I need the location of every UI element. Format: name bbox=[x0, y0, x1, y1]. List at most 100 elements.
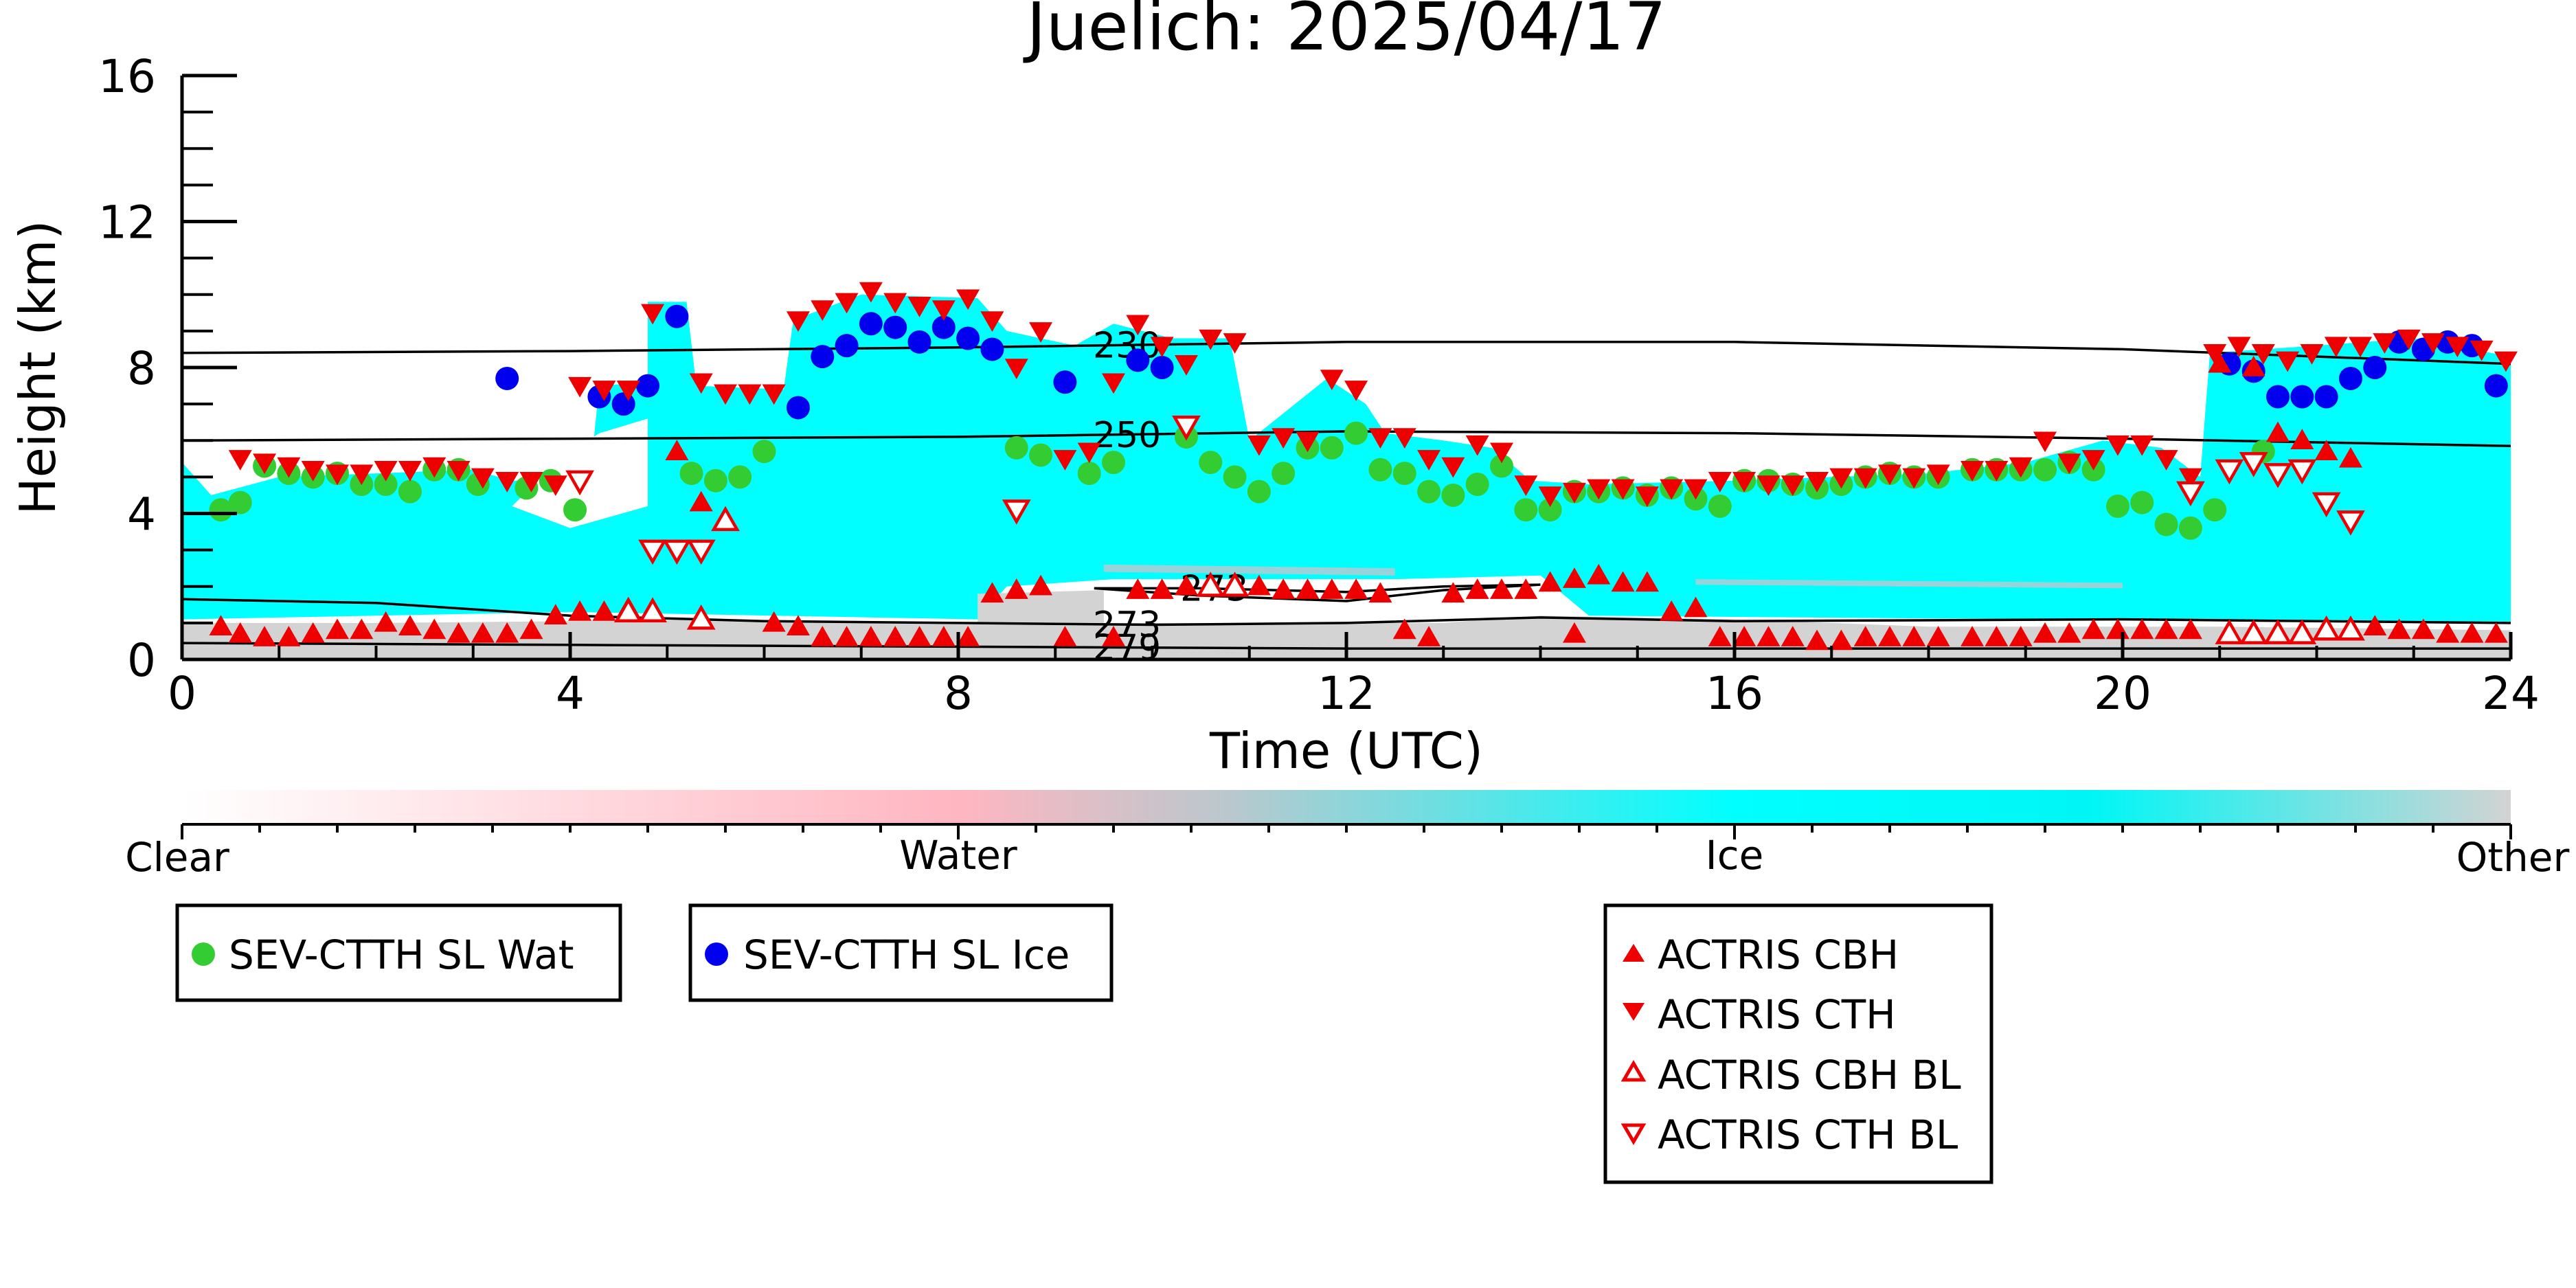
marker-actris-cbh bbox=[1684, 596, 1708, 618]
marker-actris-cth bbox=[1562, 482, 1586, 504]
marker-actris-cbh bbox=[2130, 618, 2154, 640]
marker-actris-cth bbox=[592, 381, 616, 401]
marker-actris-cbh-bl bbox=[1220, 572, 1250, 597]
marker-actris-cth bbox=[277, 457, 301, 478]
marker-actris-cth bbox=[2421, 333, 2445, 354]
marker-actris-cth bbox=[1805, 471, 1829, 493]
y-tick-label: 16 bbox=[98, 50, 156, 103]
marker-actris-cth bbox=[1053, 450, 1077, 471]
marker-actris-cbh bbox=[2057, 622, 2081, 643]
marker-actris-cbh bbox=[1781, 626, 1805, 646]
marker-actris-cth bbox=[301, 461, 325, 482]
marker-actris-cbh bbox=[665, 440, 689, 460]
marker-actris-cth-bl bbox=[1172, 416, 1201, 441]
marker-actris-cth bbox=[1587, 479, 1611, 500]
legend-marker-actris-cbh bbox=[1623, 944, 1645, 962]
marker-actris-cth bbox=[422, 457, 447, 478]
marker-actris-cbh bbox=[1392, 618, 1416, 640]
marker-actris-cth bbox=[641, 304, 665, 325]
water-band bbox=[1695, 579, 2123, 589]
marker-actris-cbh bbox=[1417, 626, 1441, 646]
marker-sev-ctth-sl-wat bbox=[1417, 479, 1441, 504]
legend-box-sev-wat: SEV-CTTH SL Wat bbox=[175, 903, 622, 1002]
marker-actris-cth bbox=[2349, 337, 2373, 358]
marker-actris-cbh bbox=[956, 626, 980, 646]
marker-sev-ctth-sl-wat bbox=[728, 465, 752, 489]
marker-actris-cth bbox=[2154, 450, 2178, 471]
legend-label-sev-ice: SEV-CTTH SL Ice bbox=[743, 931, 1070, 978]
marker-actris-cbh bbox=[1829, 629, 1853, 651]
marker-actris-cbh bbox=[2411, 618, 2435, 640]
marker-actris-cbh bbox=[1902, 626, 1926, 646]
marker-actris-cth bbox=[326, 464, 349, 486]
marker-actris-cth bbox=[1174, 354, 1198, 376]
marker-actris-cbh bbox=[301, 622, 325, 643]
marker-sev-ctth-sl-ice bbox=[931, 315, 956, 339]
y-tick-label: 12 bbox=[98, 196, 156, 249]
marker-actris-cbh bbox=[2009, 626, 2033, 646]
marker-actris-cbh bbox=[2208, 352, 2232, 373]
marker-actris-cbh bbox=[2436, 622, 2460, 643]
marker-sev-ctth-sl-wat bbox=[1004, 436, 1028, 460]
marker-actris-cbh bbox=[592, 600, 616, 621]
legend-label-actris-cth-bl: ACTRIS CTH BL bbox=[1658, 1111, 1958, 1158]
marker-sev-ctth-sl-wat bbox=[1077, 462, 1101, 486]
marker-sev-ctth-sl-ice bbox=[1126, 348, 1150, 372]
marker-actris-cbh bbox=[1635, 571, 1659, 592]
marker-actris-cth bbox=[1684, 479, 1708, 500]
marker-actris-cbh-bl bbox=[2215, 619, 2244, 644]
legend-box-actris: ACTRIS CBH ACTRIS CTH ACTRIS CBH BL ACTR… bbox=[1603, 903, 1993, 1184]
marker-sev-ctth-sl-ice bbox=[883, 315, 907, 339]
marker-actris-cbh bbox=[835, 626, 859, 646]
marker-sev-ctth-sl-ice bbox=[2338, 366, 2362, 390]
marker-actris-cth bbox=[1247, 435, 1271, 456]
marker-sev-ctth-sl-ice bbox=[1053, 370, 1077, 394]
marker-actris-cbh bbox=[1296, 578, 1320, 599]
x-tick-label: 8 bbox=[944, 667, 973, 720]
marker-actris-cbh bbox=[1985, 626, 2009, 646]
marker-sev-ctth-sl-ice bbox=[2484, 374, 2508, 398]
marker-sev-ctth-sl-wat bbox=[209, 498, 233, 522]
marker-sev-ctth-sl-wat bbox=[1029, 443, 1053, 467]
marker-actris-cbh bbox=[277, 626, 301, 646]
marker-actris-cbh bbox=[2154, 618, 2178, 640]
y-tick-label: 4 bbox=[127, 488, 156, 541]
marker-actris-cbh-bl bbox=[638, 597, 667, 622]
marker-actris-cth bbox=[2227, 337, 2251, 358]
x-tick-label: 16 bbox=[1706, 667, 1763, 720]
marker-actris-cbh bbox=[2178, 618, 2202, 640]
marker-actris-cth bbox=[786, 311, 810, 332]
marker-actris-cth bbox=[495, 471, 519, 493]
marker-sev-ctth-sl-wat bbox=[2178, 516, 2202, 540]
marker-actris-cth-bl bbox=[662, 539, 692, 565]
contour-line-273 bbox=[182, 598, 2511, 626]
marker-actris-cth bbox=[980, 311, 1004, 332]
marker-sev-ctth-sl-ice bbox=[636, 374, 659, 398]
marker-sev-ctth-sl-ice bbox=[495, 366, 519, 390]
marker-actris-cth bbox=[1320, 370, 1344, 390]
marker-actris-cth-bl bbox=[565, 470, 595, 496]
legend-label-actris-cth: ACTRIS CTH bbox=[1658, 991, 1896, 1038]
marker-actris-cbh bbox=[980, 582, 1004, 603]
marker-actris-cth bbox=[2373, 333, 2397, 354]
marker-actris-cbh bbox=[495, 622, 519, 643]
marker-actris-cbh bbox=[2290, 429, 2314, 449]
data-markers bbox=[209, 282, 2518, 651]
marker-actris-cth bbox=[956, 289, 980, 310]
marker-actris-cth bbox=[253, 453, 277, 475]
marker-actris-cbh-bl bbox=[1196, 572, 1225, 597]
marker-actris-cth bbox=[2057, 453, 2081, 475]
marker-actris-cbh bbox=[326, 618, 349, 640]
marker-actris-cbh bbox=[2363, 615, 2387, 635]
legend-marker-sev-ice bbox=[705, 942, 728, 966]
x-axis-label: Time (UTC) bbox=[1209, 722, 1483, 780]
legend-marker-actris-cth-bl bbox=[1620, 1123, 1647, 1145]
contour-label-250: 250 bbox=[1093, 415, 1161, 456]
marker-sev-ctth-sl-wat bbox=[1320, 436, 1344, 460]
marker-sev-ctth-sl-wat bbox=[1223, 465, 1247, 489]
x-tick-label: 24 bbox=[2482, 667, 2540, 720]
legend-label-sev-wat: SEV-CTTH SL Wat bbox=[229, 931, 574, 978]
marker-actris-cth bbox=[1829, 468, 1853, 489]
marker-actris-cth bbox=[1490, 442, 1513, 464]
marker-actris-cth bbox=[568, 376, 592, 398]
